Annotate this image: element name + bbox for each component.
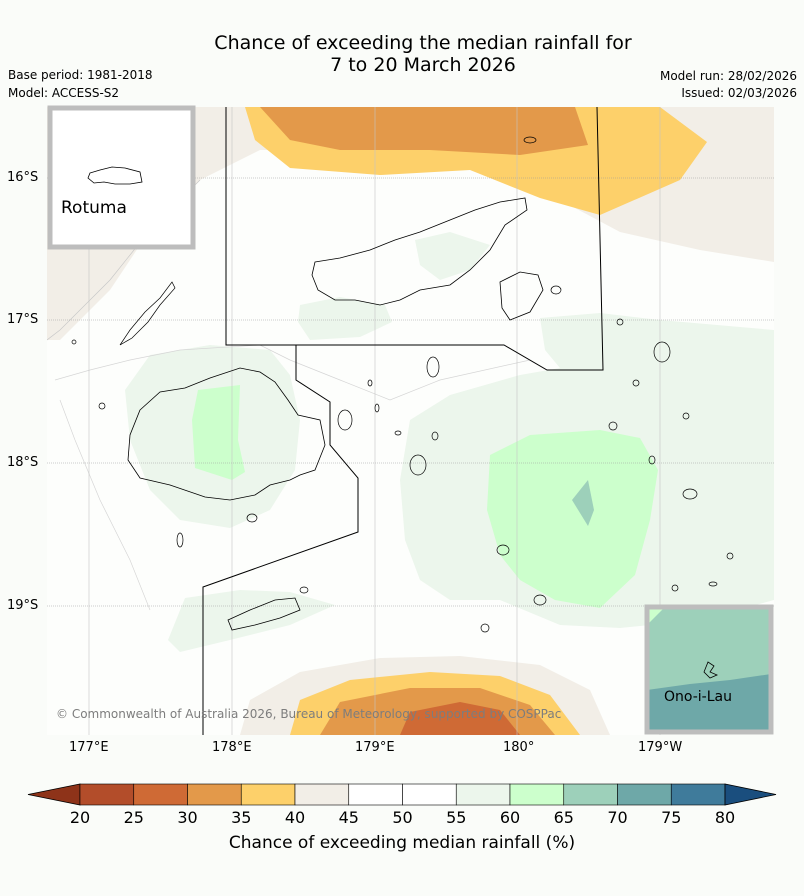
lat-label-16s: 16°S bbox=[7, 170, 39, 185]
colorbar-tick-label: 20 bbox=[69, 808, 91, 827]
colorbar-swatch bbox=[187, 783, 242, 806]
colorbar-tick-label: 65 bbox=[553, 808, 574, 827]
colorbar-swatch bbox=[563, 783, 618, 806]
lon-label-179e: 179°E bbox=[355, 740, 395, 755]
model-run: Model run: 28/02/2026 bbox=[659, 69, 797, 83]
colorbar-tick-label: 50 bbox=[392, 808, 413, 827]
colorbar-tick-label: 35 bbox=[231, 808, 252, 827]
base-period: Base period: 1981-2018 bbox=[8, 68, 153, 82]
colorbar-tick-label: 75 bbox=[661, 808, 682, 827]
rotuma-label: Rotuma bbox=[61, 198, 127, 218]
rotuma-inset bbox=[47, 105, 196, 250]
colorbar-swatch bbox=[402, 783, 457, 806]
copyright-notice: © Commonwealth of Australia 2026, Bureau… bbox=[56, 707, 562, 721]
colorbar-swatch bbox=[455, 783, 511, 806]
colorbar-swatch bbox=[617, 783, 672, 806]
colorbar-swatch bbox=[240, 783, 296, 806]
colorbar-swatch bbox=[348, 783, 403, 806]
colorbar-swatch bbox=[294, 783, 350, 806]
model-name: Model: ACCESS-S2 bbox=[8, 86, 120, 100]
colorbar-arrow-low bbox=[27, 783, 81, 806]
colorbar-swatch bbox=[133, 783, 188, 806]
colorbar-label: Chance of exceeding median rainfall (%) bbox=[228, 833, 576, 853]
colorbar-arrow-high bbox=[724, 783, 777, 806]
issued-date: Issued: 02/03/2026 bbox=[681, 86, 797, 100]
colorbar-tick-label: 40 bbox=[284, 808, 306, 827]
lon-label-178e: 178°E bbox=[212, 740, 252, 755]
colorbar-swatch bbox=[509, 783, 565, 806]
colorbar-tick-label: 30 bbox=[177, 808, 198, 827]
map-title-line2: 7 to 20 March 2026 bbox=[330, 54, 516, 76]
lat-label-19s: 19°S bbox=[7, 598, 39, 613]
ono-i-lau-inset bbox=[644, 604, 774, 735]
lat-label-17s: 17°S bbox=[7, 312, 39, 327]
lon-label-180: 180° bbox=[503, 740, 535, 755]
ono-i-lau-label: Ono-i-Lau bbox=[664, 689, 732, 705]
colorbar-tick-label: 60 bbox=[499, 808, 521, 827]
colorbar-tick-label: 25 bbox=[123, 808, 144, 827]
lat-label-18s: 18°S bbox=[7, 455, 39, 470]
colorbar-tick-label: 80 bbox=[714, 808, 736, 827]
colorbar-swatch bbox=[79, 783, 135, 806]
map-title-line1: Chance of exceeding the median rainfall … bbox=[214, 32, 632, 54]
colorbar-tick-label: 55 bbox=[446, 808, 467, 827]
lon-label-177e: 177°E bbox=[69, 740, 109, 755]
colorbar-tick-label: 45 bbox=[338, 808, 359, 827]
colorbar bbox=[27, 783, 777, 806]
colorbar-tick-label: 70 bbox=[607, 808, 628, 827]
colorbar-swatch bbox=[670, 783, 726, 806]
lon-label-179w: 179°W bbox=[638, 740, 683, 755]
